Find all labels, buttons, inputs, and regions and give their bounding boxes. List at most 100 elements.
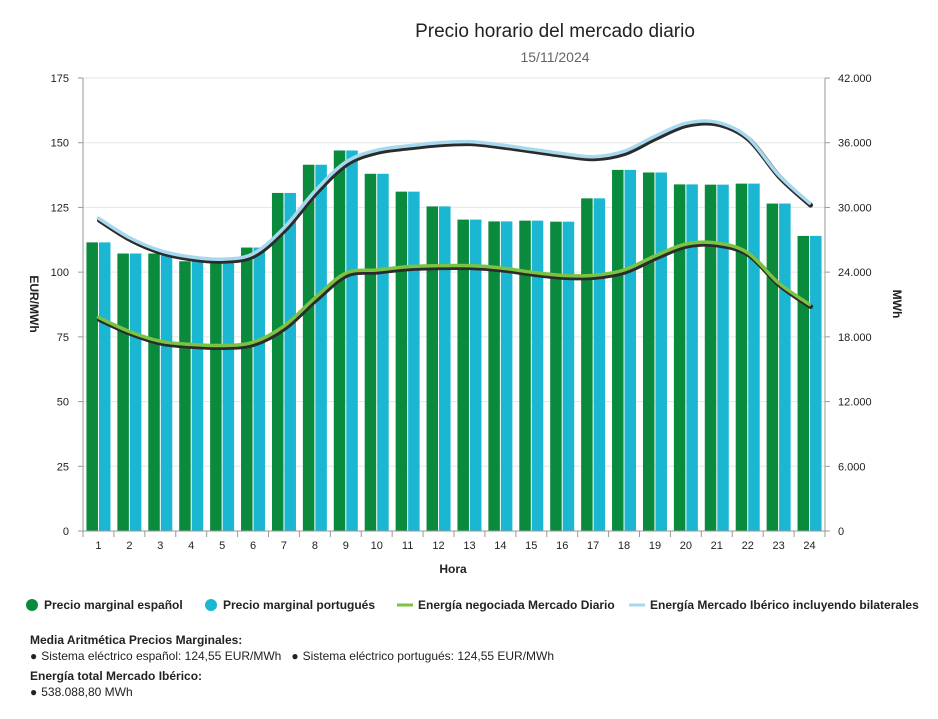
bar-portugal bbox=[253, 247, 266, 531]
bar-spain bbox=[612, 169, 624, 531]
bar-spain bbox=[148, 253, 160, 532]
bar-series bbox=[86, 150, 822, 532]
chart-subtitle: 15/11/2024 bbox=[520, 49, 589, 65]
x-tick-label: 12 bbox=[432, 540, 444, 552]
bar-portugal bbox=[686, 184, 698, 531]
bar-portugal bbox=[593, 198, 606, 531]
bar-spain bbox=[766, 203, 779, 531]
x-tick-label: 8 bbox=[312, 540, 318, 552]
bar-portugal bbox=[717, 184, 729, 531]
x-tick-label: 3 bbox=[157, 540, 163, 552]
bar-spain bbox=[642, 172, 655, 532]
legend-label: Precio marginal portugués bbox=[223, 598, 375, 612]
x-tick-label: 11 bbox=[402, 540, 413, 552]
bar-spain bbox=[271, 192, 284, 532]
bar-portugal bbox=[222, 260, 235, 531]
x-tick-label: 9 bbox=[343, 540, 349, 552]
bar-portugal bbox=[469, 219, 482, 532]
x-tick-label: 20 bbox=[680, 540, 692, 552]
bar-spain bbox=[395, 191, 408, 531]
bar-spain bbox=[241, 247, 253, 531]
legend-label: Energía Mercado Ibérico incluyendo bilat… bbox=[650, 598, 919, 612]
y-axis-label: EUR/MWh bbox=[27, 275, 41, 332]
bar-portugal bbox=[160, 253, 173, 532]
x-tick-label: 19 bbox=[649, 540, 661, 552]
x-tick-label: 5 bbox=[219, 540, 225, 552]
price-portugal: Sistema eléctrico portugués: 124,55 EUR/… bbox=[302, 649, 555, 663]
y2-tick-label: 18.000 bbox=[838, 332, 872, 344]
bar-portugal bbox=[655, 172, 667, 532]
x-tick-label: 10 bbox=[371, 540, 383, 552]
bar-portugal bbox=[284, 192, 296, 532]
bar-spain bbox=[581, 198, 593, 531]
x-tick-label: 15 bbox=[525, 540, 537, 552]
bar-spain bbox=[735, 183, 748, 531]
bar-portugal bbox=[98, 242, 111, 532]
energy-total-line: ● 538.088,80 MWh bbox=[30, 684, 554, 700]
bar-spain bbox=[210, 260, 222, 531]
y-tick-label: 150 bbox=[51, 138, 69, 150]
bar-spain bbox=[302, 164, 315, 531]
legend-label: Energía negociada Mercado Diario bbox=[418, 598, 615, 612]
line-energia-iberico bbox=[96, 119, 812, 262]
line-series bbox=[96, 119, 814, 351]
bar-spain bbox=[457, 219, 469, 532]
bullet-icon: ● bbox=[291, 649, 299, 663]
y2-tick-label: 24.000 bbox=[838, 267, 872, 279]
x-tick-label: 2 bbox=[126, 540, 132, 552]
x-axis-label: Hora bbox=[439, 562, 467, 576]
bar-portugal bbox=[624, 169, 637, 531]
legend-marker bbox=[205, 599, 217, 611]
bar-portugal bbox=[562, 221, 575, 531]
x-tick-label: 13 bbox=[463, 540, 475, 552]
bar-spain bbox=[673, 184, 686, 531]
bar-portugal bbox=[531, 220, 544, 531]
x-tick-label: 22 bbox=[742, 540, 754, 552]
line-energia-diario-shadow bbox=[96, 241, 814, 351]
x-tick-label: 7 bbox=[281, 540, 287, 552]
y-tick-label: 50 bbox=[57, 397, 69, 409]
bar-spain bbox=[86, 242, 98, 532]
legend-marker bbox=[26, 599, 38, 611]
x-axis: 1 2 3 4 5 6 7 8 9 10 11 12 13 14 15 16 17 18 19 20 21 22 23 24 bbox=[82, 530, 826, 552]
chart-title: Precio horario del mercado diario bbox=[415, 21, 695, 42]
x-tick-label: 14 bbox=[494, 540, 506, 552]
x-tick-label: 16 bbox=[556, 540, 568, 552]
price-average-line: ● Sistema eléctrico español: 124,55 EUR/M… bbox=[30, 648, 554, 664]
y-tick-label: 75 bbox=[57, 332, 69, 344]
y-tick-label: 125 bbox=[51, 202, 69, 214]
x-tick-label: 17 bbox=[587, 540, 599, 552]
bar-portugal bbox=[129, 253, 142, 532]
bar-portugal bbox=[315, 164, 327, 531]
x-tick-label: 1 bbox=[95, 540, 101, 552]
bar-portugal bbox=[377, 173, 389, 531]
y-tick-label: 25 bbox=[57, 461, 69, 473]
bar-spain bbox=[364, 173, 377, 531]
bar-portugal bbox=[810, 235, 822, 531]
x-tick-label: 18 bbox=[618, 540, 630, 552]
bar-portugal bbox=[439, 206, 451, 532]
y2-tick-label: 36.000 bbox=[838, 138, 872, 150]
bar-portugal bbox=[191, 261, 204, 531]
energy-total-value: 538.088,80 MWh bbox=[41, 685, 133, 699]
x-tick-label: 21 bbox=[711, 540, 723, 552]
y-tick-label: 175 bbox=[51, 73, 69, 85]
left-axis: 0 25 50 75 100 125 150 175 bbox=[51, 73, 84, 538]
legend: Precio marginal español Precio marginal p… bbox=[26, 598, 919, 612]
bar-portugal bbox=[748, 183, 760, 531]
bar-spain bbox=[426, 206, 439, 532]
bar-portugal bbox=[779, 203, 791, 531]
bar-spain bbox=[519, 220, 531, 531]
line-energia-diario bbox=[96, 240, 812, 348]
bar-spain bbox=[704, 184, 717, 531]
y2-tick-label: 30.000 bbox=[838, 202, 872, 214]
price-average-heading: Media Aritmética Precios Marginales: bbox=[30, 633, 243, 647]
y2-tick-label: 0 bbox=[838, 526, 844, 538]
x-tick-label: 4 bbox=[188, 540, 194, 552]
bar-spain bbox=[117, 253, 129, 532]
y-tick-label: 100 bbox=[51, 267, 69, 279]
x-tick-label: 23 bbox=[773, 540, 785, 552]
y2-tick-label: 42.000 bbox=[838, 73, 872, 85]
y2-tick-label: 6.000 bbox=[838, 461, 866, 473]
bar-spain bbox=[488, 221, 500, 531]
